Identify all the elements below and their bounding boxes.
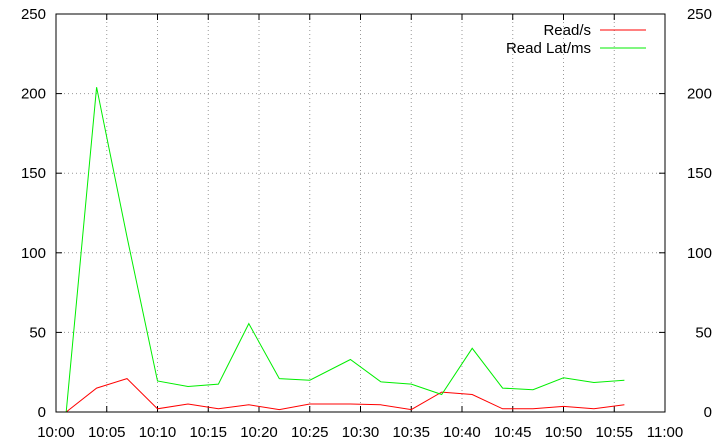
y-tick-label-right: 0	[704, 404, 712, 421]
x-tick-label: 10:10	[139, 424, 177, 441]
legend-label-1: Read Lat/ms	[506, 40, 591, 57]
series-layer	[65, 87, 625, 413]
x-tick-label: 10:15	[189, 424, 227, 441]
grid-lines	[56, 14, 665, 412]
x-tick-label: 10:20	[240, 424, 278, 441]
y-tick-label-left: 150	[21, 165, 46, 182]
x-tick-label: 10:50	[545, 424, 583, 441]
tick-labels: 10:00 10:05 10:10 10:15 10:20 10:25 10:30 10:35…	[21, 6, 712, 441]
y-tick-label-right: 50	[695, 324, 712, 341]
y-tick-label-left: 100	[21, 245, 46, 262]
x-tick-label: 10:00	[37, 424, 75, 441]
legend-label-0: Read/s	[543, 22, 591, 39]
y-tick-label-right: 250	[687, 6, 712, 23]
y-tick-label-right: 100	[687, 245, 712, 262]
y-tick-label-left: 200	[21, 86, 46, 103]
y-tick-label-right: 150	[687, 165, 712, 182]
plot-frame	[55, 13, 666, 413]
x-tick-label: 10:40	[443, 424, 481, 441]
x-tick-label: 10:45	[494, 424, 532, 441]
axis-ticks	[55, 13, 666, 413]
series-line-0	[65, 378, 625, 413]
y-tick-label-left: 250	[21, 6, 46, 23]
x-tick-label: 10:55	[595, 424, 633, 441]
y-tick-label-right: 200	[687, 86, 712, 103]
x-tick-label: 10:35	[392, 424, 430, 441]
x-tick-label: 10:30	[342, 424, 380, 441]
x-tick-label: 10:25	[291, 424, 329, 441]
y-tick-label-left: 0	[38, 404, 46, 421]
x-tick-label: 11:00	[647, 424, 683, 441]
series-line-1	[65, 87, 625, 413]
x-tick-label: 10:05	[88, 424, 126, 441]
y-tick-label-left: 50	[29, 324, 46, 341]
